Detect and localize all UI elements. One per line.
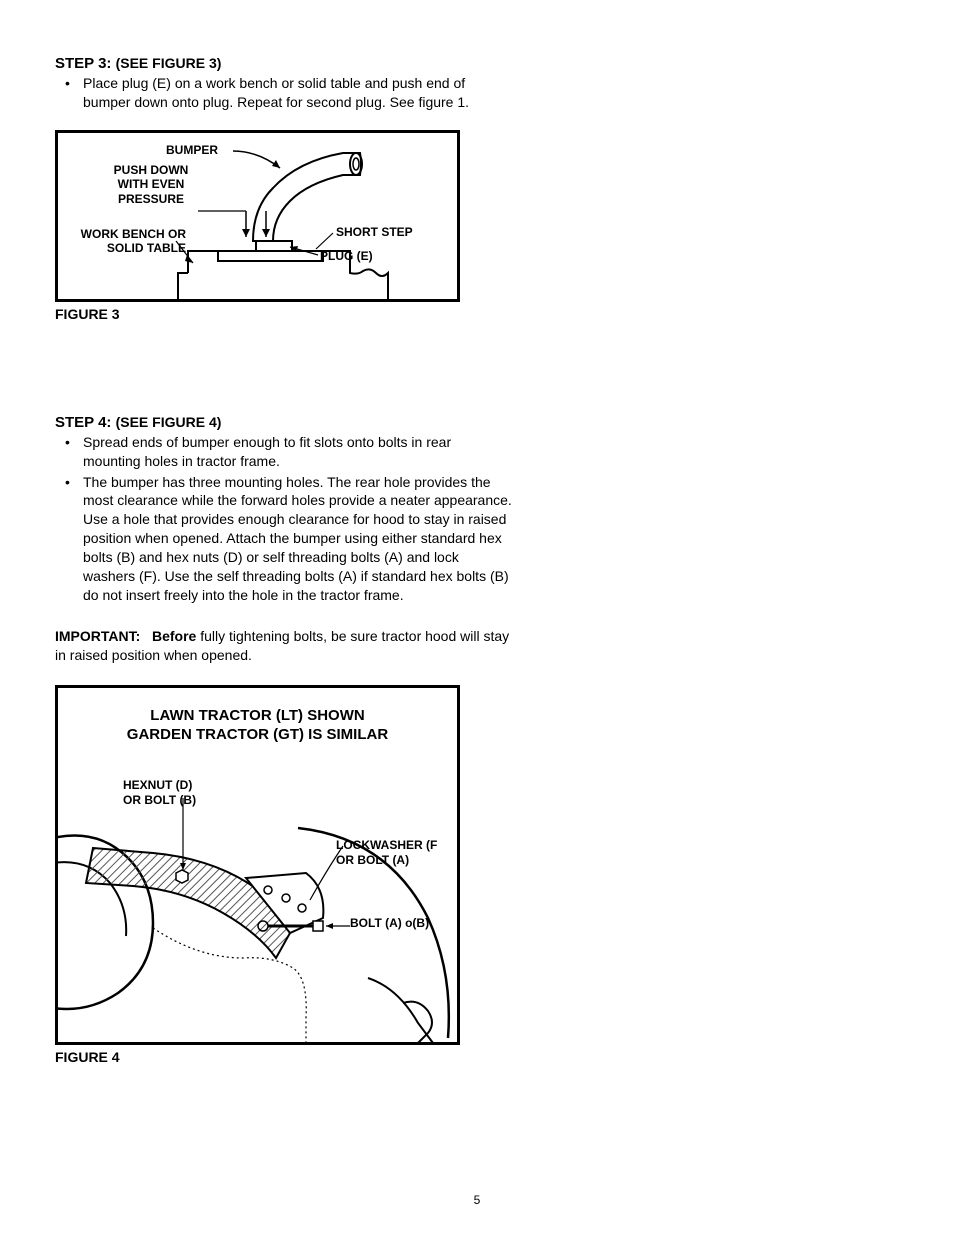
step4-bullets: Spread ends of bumper enough to fit slot…	[55, 433, 512, 605]
figure-4: LAWN TRACTOR (LT) SHOWN GARDEN TRACTOR (…	[55, 685, 460, 1045]
step3-heading: STEP 3: (SEE FIGURE 3)	[55, 55, 512, 72]
step4-label: STEP 4:	[55, 414, 111, 431]
fig3-label-push: PUSH DOWN WITH EVEN PRESSURE	[106, 163, 196, 206]
step4-heading: STEP 4: (SEE FIGURE 4)	[55, 414, 512, 431]
fig3-label-plug: PLUG (E)	[320, 249, 373, 263]
fig4-title-1: LAWN TRACTOR (LT) SHOWN	[58, 706, 457, 726]
fig3-label-bench: WORK BENCH OR SOLID TABLE	[68, 227, 186, 256]
step3-bullets: Place plug (E) on a work bench or solid …	[55, 74, 512, 112]
fig4-title-2: GARDEN TRACTOR (GT) IS SIMILAR	[58, 725, 457, 745]
figure-3-caption: FIGURE 3	[55, 306, 512, 322]
step3-see-fig: (SEE FIGURE 3)	[116, 55, 222, 71]
step3-label: STEP 3:	[55, 55, 111, 72]
step4-important: IMPORTANT: Before fully tightening bolts…	[55, 627, 512, 665]
figure-4-diagram	[58, 758, 457, 1048]
fig3-label-shortstep: SHORT STEP	[336, 225, 413, 239]
step4-see-fig: (SEE FIGURE 4)	[116, 414, 222, 430]
important-before: Before	[152, 628, 196, 644]
fig4-label-hexnut: HEXNUT (D) OR BOLT (B)	[123, 778, 196, 808]
step4-bullet-1: Spread ends of bumper enough to fit slot…	[55, 433, 512, 471]
fig3-label-bumper: BUMPER	[166, 143, 218, 157]
page-number: 5	[0, 1193, 954, 1207]
figure-3: BUMPER PUSH DOWN WITH EVEN PRESSURE WORK…	[55, 130, 460, 302]
step3-bullet-1: Place plug (E) on a work bench or solid …	[55, 74, 512, 112]
fig4-label-lockwasher: LOCKWASHER (F OR BOLT (A)	[336, 838, 437, 868]
step4-bullet-2: The bumper has three mounting holes. The…	[55, 473, 512, 605]
figure-4-title: LAWN TRACTOR (LT) SHOWN GARDEN TRACTOR (…	[58, 688, 457, 745]
figure-3-diagram	[58, 133, 457, 299]
figure-4-caption: FIGURE 4	[55, 1049, 512, 1065]
important-label: IMPORTANT:	[55, 628, 140, 644]
fig4-label-bolt: BOLT (A) o(B)	[350, 916, 429, 931]
